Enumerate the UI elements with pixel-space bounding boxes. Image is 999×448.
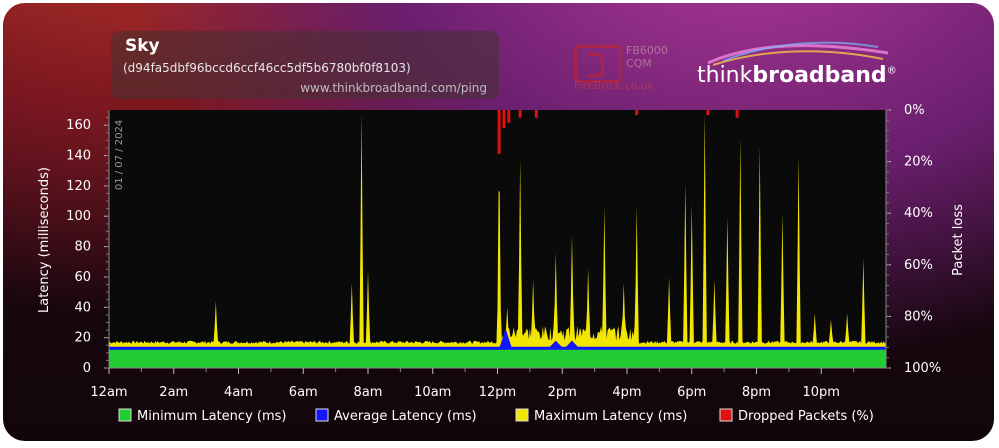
x-tick-label: 4am — [224, 385, 253, 400]
x-tick-label: 12am — [90, 385, 127, 400]
min-latency-series — [109, 349, 886, 368]
x-tick-label: 10pm — [803, 385, 840, 400]
y-tick-label: 160 — [66, 118, 91, 133]
x-tick-label: 6pm — [677, 385, 706, 400]
x-tick-label: 12pm — [479, 385, 516, 400]
legend-label-avg: Average Latency (ms) — [334, 409, 477, 424]
thinkbroadband-logo: thinkbroadband® — [697, 63, 897, 88]
y-tick-label: 100 — [66, 209, 91, 224]
y2-tick-label: 60% — [904, 258, 933, 273]
dropped-packet-bar — [507, 110, 511, 123]
x-axis: 12am 2am 4am 6am 8am 10am 12pm 2pm 4pm 6pm 8pm 10pm — [90, 367, 886, 400]
legend-swatch-drop — [719, 408, 733, 422]
legend-swatch-avg — [315, 408, 329, 422]
firebrick-icon — [574, 45, 622, 83]
y2-tick-label: 20% — [904, 155, 933, 170]
x-tick-label: 4pm — [612, 385, 641, 400]
legend-label-min: Minimum Latency (ms) — [137, 409, 286, 424]
min-latency-area — [109, 349, 886, 368]
brand-mark: ® — [886, 65, 897, 77]
y2-tick-label: 80% — [904, 309, 933, 324]
y-axis-title: Latency (milliseconds) — [37, 167, 52, 313]
y-tick-label: 60 — [74, 270, 91, 285]
legend: Minimum Latency (ms) Average Latency (ms)… — [118, 408, 874, 424]
legend-label-max: Maximum Latency (ms) — [534, 409, 687, 424]
x-tick-label: 2pm — [548, 385, 577, 400]
dropped-packet-bar — [735, 110, 739, 118]
brand-think: think — [697, 63, 753, 88]
x-tick-label: 8pm — [742, 385, 771, 400]
dropped-packets-series — [497, 110, 739, 154]
y-tick-label: 140 — [66, 149, 91, 164]
y-tick-label: 40 — [74, 300, 91, 315]
x-tick-label: 8am — [354, 385, 383, 400]
y-axis-left: 0 20 40 60 80 100 120 140 160 — [66, 110, 110, 376]
dropped-packet-bar — [497, 110, 501, 154]
brand-broadband: broadband — [752, 63, 887, 88]
dropped-packet-bar — [635, 110, 639, 116]
firebrick-model: FB6000 CQM — [626, 44, 668, 70]
legend-swatch-min — [118, 408, 132, 422]
y-axis-right: 0% 20% 40% 60% 80% 100% — [885, 103, 941, 376]
y2-tick-label: 100% — [904, 361, 941, 376]
monitor-hash: (d94fa5dbf96bccd6ccf46cc5df5b6780bf0f810… — [123, 61, 411, 75]
dropped-packet-bar — [534, 110, 538, 118]
x-tick-label: 2am — [159, 385, 188, 400]
firebrick-model-line1: FB6000 — [626, 44, 668, 57]
y2-axis-title: Packet loss — [951, 204, 966, 276]
max-latency-series — [109, 113, 886, 368]
dropped-packet-bar — [706, 110, 710, 116]
thinkbroadband-swoosh-icon — [707, 41, 889, 66]
y2-tick-label: 40% — [904, 206, 933, 221]
y-tick-label: 80 — [74, 240, 91, 255]
isp-header-box: Sky (d94fa5dbf96bccd6ccf46cc5df5b6780bf0… — [111, 31, 499, 99]
legend-label-drop: Dropped Packets (%) — [738, 409, 874, 424]
x-tick-label: 6am — [289, 385, 318, 400]
y2-tick-label: 0% — [904, 103, 925, 118]
y-tick-label: 0 — [83, 361, 91, 376]
date-label: 01 / 07 / 2024 — [114, 120, 125, 190]
source-url[interactable]: www.thinkbroadband.com/ping — [300, 81, 487, 95]
dropped-packet-bar — [502, 110, 506, 129]
firebrick-sponsor-logo: FB6000 CQM FireBrick.co.uk — [568, 41, 678, 97]
x-tick-label: 10am — [414, 385, 451, 400]
y-tick-label: 120 — [66, 179, 91, 194]
isp-name: Sky — [125, 36, 160, 56]
firebrick-model-line2: CQM — [626, 57, 652, 70]
dropped-packet-bar — [518, 110, 522, 118]
legend-swatch-max — [515, 408, 529, 422]
y-tick-label: 20 — [74, 331, 91, 346]
firebrick-site: FireBrick.co.uk — [574, 79, 655, 92]
max-latency-area — [109, 113, 886, 368]
